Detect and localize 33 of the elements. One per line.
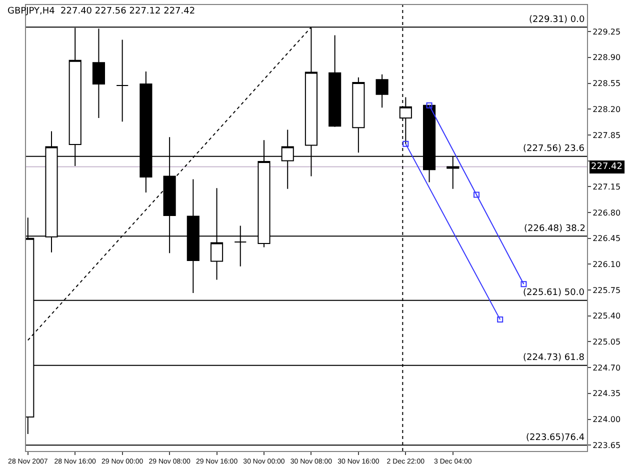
y-tick-label: 224.70 [592,363,621,372]
y-tick-label: 229.25 [592,27,621,36]
ref-line-label: (227.56) 23.6 [523,144,585,154]
y-tick-label: 224.35 [592,389,621,398]
point [474,192,480,198]
y-tick-label: 225.05 [592,338,621,347]
y-tick-label: 225.75 [592,286,621,295]
ref-line-label: (223.65)76.4 [526,433,585,443]
y-tick-label: 226.45 [592,234,621,244]
y-tick-label: 225.40 [592,312,621,321]
ref-line-label: (224.73) 61.8 [523,353,585,363]
candlestick [376,74,388,108]
y-tick-label: 227.85 [592,130,621,140]
y-tick-label: 226.80 [592,208,621,218]
ref-line-label: (225.61) 50.0 [523,288,585,298]
point [520,281,527,288]
point [426,102,432,108]
candlestick [352,76,365,154]
y-tick-label: 228.90 [592,53,621,62]
y-tick-label: 226.10 [592,260,621,269]
y-tick-label: 224.00 [592,415,621,424]
y-tick-label: 228.20 [592,104,621,114]
point [402,140,409,147]
ref-line-label: (226.48) 38.2 [524,224,586,234]
ref-line-label: 227.42 [591,162,622,172]
point [497,316,504,323]
y-tick-label: 228.55 [592,79,621,88]
y-tick-label: 223.65 [592,440,621,450]
y-tick-label: 227.15 [592,182,621,192]
chart-title: GBPJPY,H4 227.40 227.56 227.12 227.42 [8,6,196,16]
ref-line-label: (229.31) 0.0 [529,15,585,25]
candlestick [116,39,129,122]
candlestick [328,34,342,128]
